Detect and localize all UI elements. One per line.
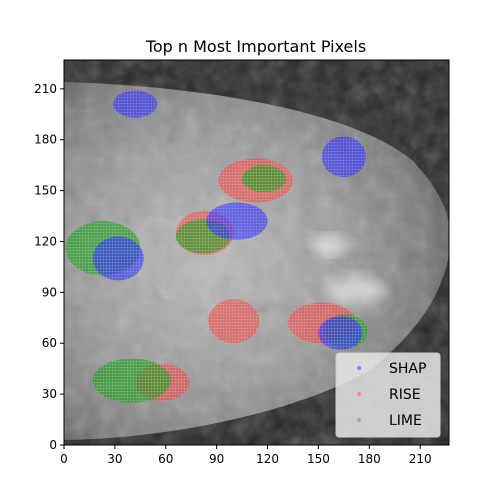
shap-region (321, 136, 366, 178)
y-tick-label: 150 (34, 184, 57, 198)
axes-frame (63, 59, 450, 446)
shap-region (92, 236, 144, 281)
legend-marker-shap (357, 366, 361, 370)
plot-area (64, 60, 449, 445)
legend-label-lime: LIME (389, 413, 422, 429)
x-tick-label: 0 (60, 452, 68, 466)
x-tick-label: 120 (256, 452, 279, 466)
legend-box (335, 352, 441, 438)
legend: SHAP RISE LIME (335, 352, 441, 438)
x-tick-label: 60 (158, 452, 173, 466)
legend-marker-rise (357, 392, 361, 396)
legend-marker-lime (357, 418, 361, 422)
x-tick-label: 180 (358, 452, 381, 466)
legend-label-shap: SHAP (389, 361, 426, 377)
x-tick-label: 90 (209, 452, 224, 466)
shap-region (113, 90, 158, 118)
y-tick-label: 30 (42, 387, 57, 401)
attribution-regions (65, 90, 368, 403)
y-tick-label: 210 (34, 82, 57, 96)
y-tick-label: 120 (34, 234, 57, 248)
lime-region (92, 358, 171, 403)
y-tick-label: 0 (49, 438, 57, 452)
x-tick-label: 30 (107, 452, 122, 466)
lime-region (242, 165, 287, 193)
x-tick-label: 210 (409, 452, 432, 466)
x-tick-label: 150 (307, 452, 330, 466)
chart-title: Top n Most Important Pixels (145, 37, 366, 56)
y-axis: 0 30 60 90 120 150 180 210 (34, 82, 64, 452)
rise-region (208, 299, 260, 344)
x-axis: 0 30 60 90 120 150 180 210 (60, 445, 432, 466)
y-tick-label: 90 (42, 285, 57, 299)
shap-region (318, 316, 363, 351)
legend-label-rise: RISE (389, 387, 421, 403)
y-tick-label: 60 (42, 336, 57, 350)
y-tick-label: 180 (34, 133, 57, 147)
shap-region (206, 202, 268, 240)
